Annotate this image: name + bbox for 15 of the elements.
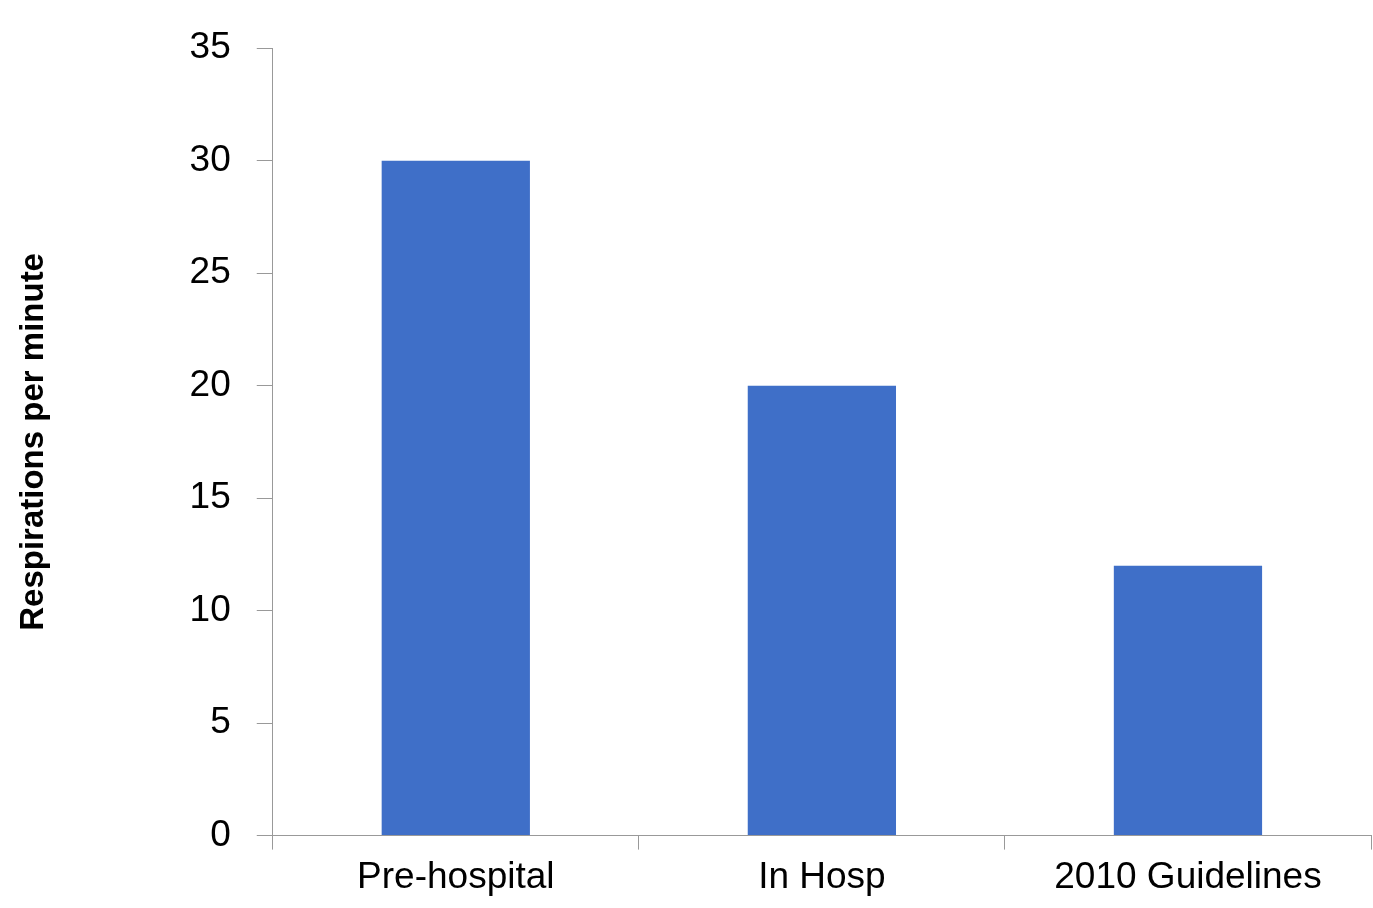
bar [381,160,530,836]
x-tick-label: In Hosp [758,855,886,896]
y-tick-label: 20 [189,362,231,404]
bar [1113,565,1263,836]
y-tick-label: 10 [189,587,231,629]
y-tick-label: 25 [189,250,231,292]
x-tick-label: 2010 Guidelines [1054,855,1322,896]
y-tick-label: 0 [210,812,231,854]
bar [747,385,897,836]
y-tick-label: 35 [189,25,231,67]
x-tick-label: Pre-hospital [357,855,555,896]
y-axis-title: Respirations per minute [12,253,50,631]
y-tick-label: 30 [189,137,231,179]
y-tick-label: 5 [210,700,231,742]
y-tick-label: 15 [189,475,231,517]
